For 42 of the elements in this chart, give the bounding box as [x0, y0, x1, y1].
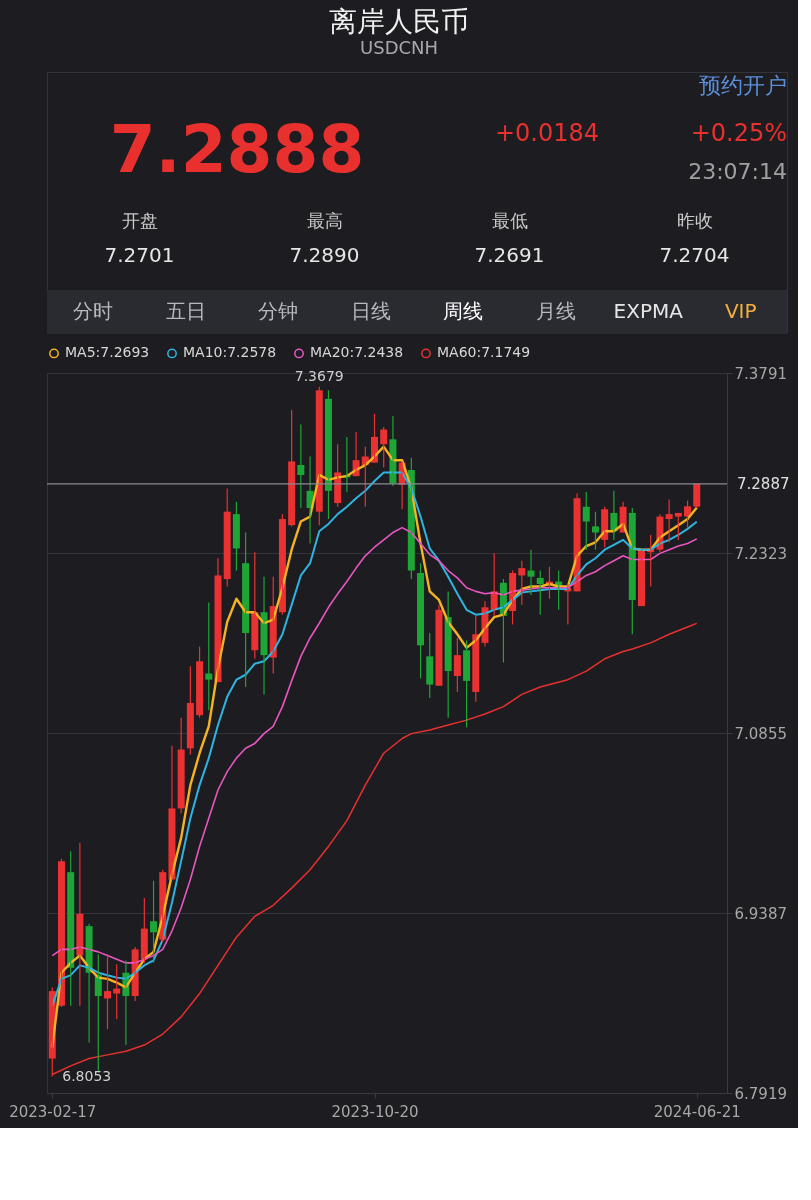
annotation: 6.8053: [62, 1067, 112, 1084]
ref-line-label: 7.2887: [737, 474, 790, 493]
chart-subtitle: USDCNH: [360, 36, 439, 58]
text: 周线: [443, 299, 484, 323]
text: 分时: [73, 299, 114, 323]
text: 7.2704: [659, 243, 730, 267]
x-tick-label: 2023-02-17: [9, 1102, 97, 1121]
text: 月线: [535, 299, 576, 323]
candlestick: [638, 549, 646, 607]
text: 昨收: [676, 210, 713, 231]
text: 23:07:14: [688, 159, 787, 184]
line-series: [51, 526, 698, 964]
text: 分钟: [258, 299, 299, 323]
text: 五日: [165, 299, 206, 323]
text: +0.0184: [494, 119, 600, 147]
y-tick-label: 7.3791: [734, 364, 787, 383]
x-tick-label: 2023-10-20: [331, 1102, 419, 1121]
x-tick-label: 2024-06-21: [653, 1102, 741, 1121]
text: EXPMA: [613, 299, 684, 323]
candlestick: [591, 511, 599, 551]
text: 日线: [350, 299, 391, 323]
text: 7.2701: [104, 243, 175, 267]
annotation: 7.3679: [294, 367, 344, 384]
text: 7.2691: [474, 243, 545, 267]
legend-label: MA60:7.1749: [437, 344, 531, 361]
text: +0.25%: [690, 119, 787, 147]
legend-label: MA5:7.2693: [65, 344, 150, 361]
text: VIP: [724, 299, 757, 323]
y-tick-label: 6.9387: [734, 904, 787, 923]
text: 最高: [306, 210, 343, 231]
text: 预约开户: [699, 73, 787, 98]
chart-title: 离岸人民币: [329, 4, 470, 38]
legend-label: MA20:7.2438: [310, 344, 404, 361]
text: 开盘: [121, 210, 158, 231]
y-tick-label: 7.0855: [734, 724, 787, 743]
y-tick-label: 7.2323: [734, 544, 787, 563]
y-tick-label: 6.7919: [734, 1084, 787, 1103]
text: 7.2888: [109, 111, 365, 188]
text: 7.2890: [289, 243, 360, 267]
candlestick: [674, 512, 682, 541]
legend-label: MA10:7.2578: [183, 344, 277, 361]
text: 最低: [491, 210, 528, 231]
